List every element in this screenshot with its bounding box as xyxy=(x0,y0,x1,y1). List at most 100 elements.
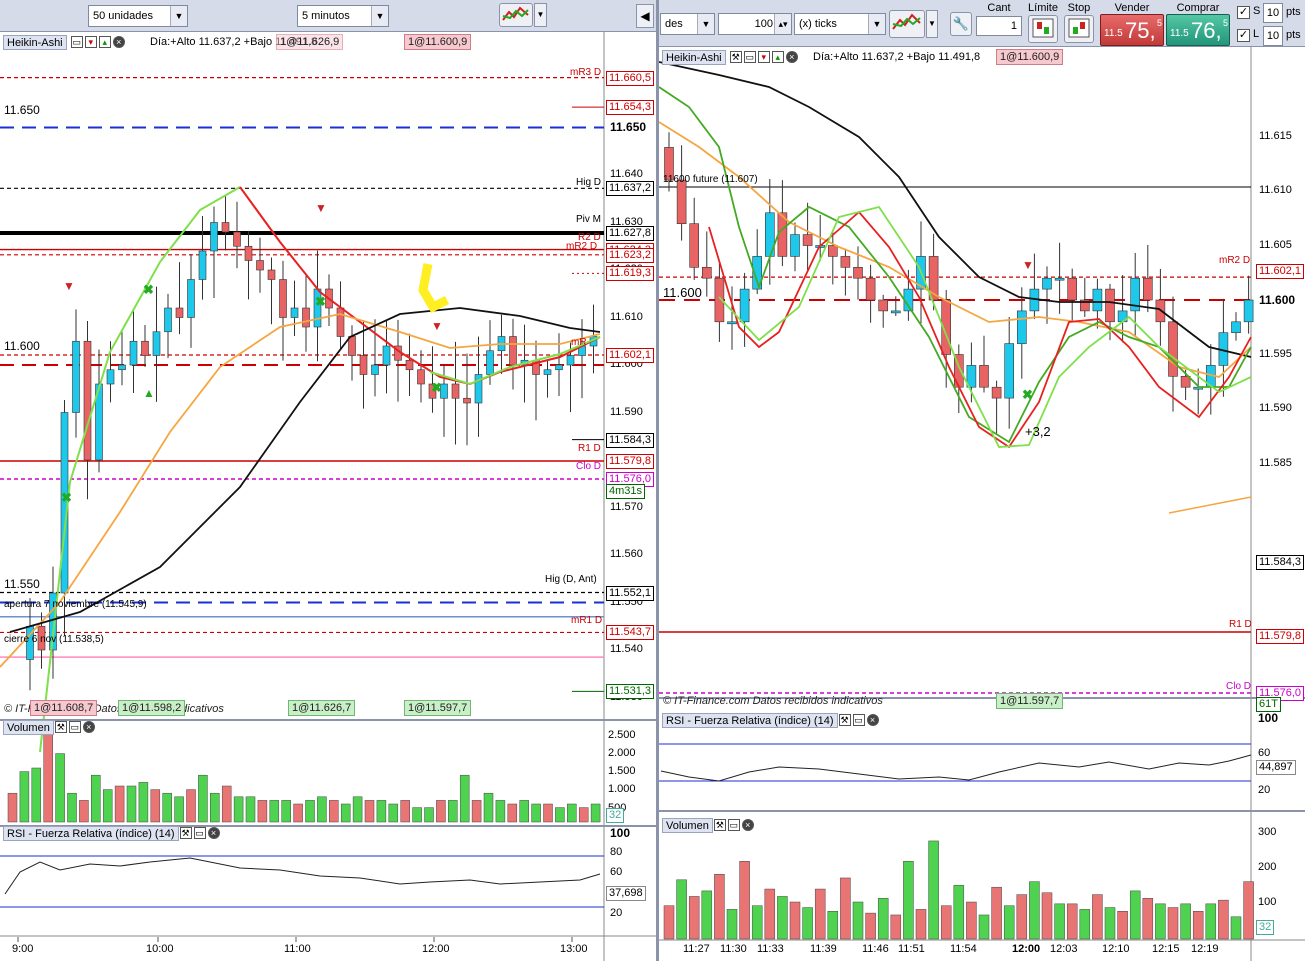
stop-order-button[interactable] xyxy=(1064,15,1094,43)
stop-order-icon xyxy=(1068,18,1090,38)
size-select[interactable]: 50 unidades ▼ xyxy=(88,5,188,27)
volume-bar xyxy=(281,800,291,823)
volume-bar xyxy=(777,896,788,940)
left-header-order-overlap[interactable]: 1@11.626,9 xyxy=(276,34,344,50)
stepper-icon[interactable]: ▴▾ xyxy=(774,14,791,34)
left-day-range: Día:+Alto 11.637,2 +Bajo 11.491,8 xyxy=(150,36,318,48)
l-points-input[interactable]: 10 xyxy=(1263,26,1283,46)
chart-type-button[interactable] xyxy=(499,3,533,27)
window-icon[interactable]: ▭ xyxy=(743,51,756,63)
sell-button[interactable]: 11.5 75, 5 xyxy=(1100,14,1164,46)
close-icon[interactable]: × xyxy=(82,721,95,733)
candle-body xyxy=(853,267,863,279)
close-icon[interactable]: × xyxy=(741,819,754,831)
left-axis-tick: 11.590 xyxy=(610,405,643,418)
down-arrow-icon[interactable]: ▾ xyxy=(757,51,770,63)
candle-body xyxy=(752,256,762,290)
volume-bar xyxy=(1205,903,1217,940)
right-header-order[interactable]: 1@11.600,9 xyxy=(996,49,1064,65)
close-icon[interactable]: × xyxy=(112,36,125,48)
left-header-order[interactable]: 1@11.600,9 xyxy=(404,34,472,50)
candle-body xyxy=(1168,321,1178,377)
left-chart-canvas[interactable]: ▼ ▼ ▼ ▲ ✖ ✖ ✖ ✖ xyxy=(0,32,656,961)
close-icon[interactable]: × xyxy=(785,51,798,63)
volume-bar xyxy=(991,886,1002,940)
wrench-icon[interactable]: ⚒ xyxy=(179,827,192,839)
wrench-icon[interactable]: ⚒ xyxy=(838,714,851,726)
l-checkbox[interactable]: ✓ xyxy=(1237,29,1250,42)
wrench-icon[interactable]: ⚒ xyxy=(713,819,726,831)
window-icon[interactable]: ▭ xyxy=(727,819,740,831)
chart-type-dropdown[interactable]: ▼ xyxy=(534,3,547,27)
left-price-tag: 11.552,1 xyxy=(606,585,655,601)
candle-body xyxy=(371,364,379,375)
right-chart-canvas[interactable]: ▼✖ xyxy=(659,47,1305,961)
vender-label: Vender xyxy=(1114,2,1150,14)
left-level-label: mR xyxy=(571,336,587,348)
candle-body xyxy=(244,245,253,261)
s-points-input[interactable]: 10 xyxy=(1263,3,1283,23)
right-axis-tick: 11.615 xyxy=(1259,129,1292,142)
right-chart-type-dropdown[interactable]: ▼ xyxy=(926,10,938,38)
mode-select[interactable]: des ▼ xyxy=(660,13,715,35)
down-arrow-icon[interactable]: ▾ xyxy=(84,36,97,48)
signal-arrow-icon: ▲ xyxy=(143,386,155,400)
volume-bar xyxy=(471,800,482,823)
cant-input[interactable]: 1 xyxy=(976,16,1022,36)
volume-bar xyxy=(507,803,518,823)
right-bottom-order[interactable]: 1@11.597,7 xyxy=(996,693,1064,709)
chart-splitter[interactable] xyxy=(656,0,659,961)
ticks-value-input[interactable]: 100 ▴▾ xyxy=(718,13,792,35)
close-icon[interactable]: × xyxy=(207,827,220,839)
window-icon[interactable]: ▭ xyxy=(852,714,865,726)
buy-button[interactable]: 11.5 76, 5 xyxy=(1166,14,1230,46)
chevron-down-icon: ▼ xyxy=(371,6,388,26)
wrench-icon[interactable]: ⚒ xyxy=(54,721,67,733)
candle-body xyxy=(187,279,195,318)
ticks-unit-select[interactable]: (x) ticks ▼ xyxy=(794,13,886,35)
candle-body xyxy=(840,256,851,268)
left-bottom-order[interactable]: 1@11.597,7 xyxy=(404,700,472,716)
volume-bar xyxy=(1079,909,1091,940)
left-volume-title: Volumen xyxy=(3,720,54,735)
volume-bar xyxy=(55,753,65,823)
up-arrow-icon[interactable]: ▴ xyxy=(771,51,784,63)
right-time-label: 11:46 xyxy=(862,943,889,955)
left-price-tag: 11.543,7 xyxy=(606,625,655,641)
right-chart-type-button[interactable] xyxy=(889,10,925,38)
ticks-value: 100 xyxy=(754,18,773,30)
window-icon[interactable]: ▭ xyxy=(68,721,81,733)
candle-body xyxy=(891,310,901,314)
s-checkbox[interactable]: ✓ xyxy=(1237,6,1250,19)
wrench-button[interactable]: 🔧 xyxy=(950,12,972,36)
left-price-tag: 11.619,3 xyxy=(606,266,655,282)
wrench-icon: 🔧 xyxy=(952,16,970,31)
limit-order-button[interactable] xyxy=(1028,15,1058,43)
timeframe-select[interactable]: 5 minutos ▼ xyxy=(297,5,389,27)
volume-bar xyxy=(1092,894,1103,940)
volume-bar xyxy=(102,789,113,823)
left-bottom-order[interactable]: 1@11.598,2 xyxy=(118,700,186,716)
volume-bar xyxy=(543,803,553,823)
left-price-tag: 11.579,8 xyxy=(606,453,655,469)
volume-bar xyxy=(915,909,927,940)
volume-bar xyxy=(578,807,589,823)
close-icon[interactable]: × xyxy=(866,714,879,726)
volume-bar xyxy=(1104,907,1116,940)
candle-body xyxy=(83,340,92,461)
left-bottom-order[interactable]: 1@11.608,7 xyxy=(30,700,98,716)
window-icon[interactable]: ▭ xyxy=(193,827,206,839)
left-bottom-order[interactable]: 1@11.626,7 xyxy=(288,700,356,716)
up-arrow-icon[interactable]: ▴ xyxy=(98,36,111,48)
candle-body xyxy=(1042,277,1052,290)
candle-body xyxy=(1130,277,1141,312)
buy-price-prefix: 11.5 xyxy=(1170,28,1189,39)
volume-bar xyxy=(1029,881,1040,940)
candle-body xyxy=(727,321,737,325)
volume-bar xyxy=(1054,903,1065,940)
collapse-left-button[interactable]: ◀ xyxy=(636,4,654,28)
volume-bar xyxy=(928,840,939,940)
wrench-icon[interactable]: ⚒ xyxy=(729,51,742,63)
volume-bar xyxy=(424,807,434,823)
window-icon[interactable]: ▭ xyxy=(70,36,83,48)
